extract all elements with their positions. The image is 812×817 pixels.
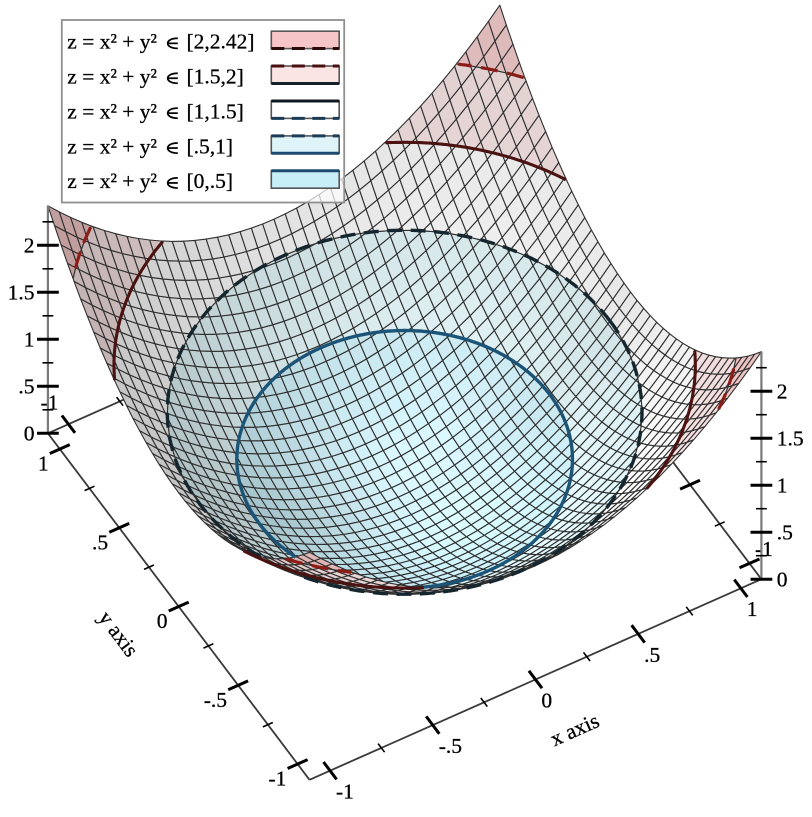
svg-text:1: 1 — [38, 452, 49, 476]
svg-text:[1.5,2]: [1.5,2] — [187, 65, 244, 89]
svg-text:z = x² + y²: z = x² + y² — [67, 65, 157, 89]
svg-text:.5: .5 — [777, 520, 793, 544]
svg-text:-1: -1 — [41, 390, 59, 414]
svg-text:0: 0 — [24, 422, 35, 446]
svg-text:[0,.5]: [0,.5] — [187, 169, 234, 193]
svg-text:-.5: -.5 — [204, 688, 227, 712]
svg-text:z = x² + y²: z = x² + y² — [67, 30, 157, 54]
svg-text:[1,1.5]: [1,1.5] — [187, 100, 244, 124]
svg-text:.5: .5 — [92, 530, 108, 554]
svg-text:1: 1 — [777, 473, 788, 497]
svg-text:-.5: -.5 — [439, 734, 462, 758]
svg-text:0: 0 — [541, 688, 552, 712]
svg-text:1: 1 — [747, 597, 758, 621]
svg-text:-1: -1 — [755, 537, 773, 561]
svg-text:2: 2 — [777, 379, 788, 403]
svg-text:.5: .5 — [18, 375, 34, 399]
svg-text:z = x² + y²: z = x² + y² — [67, 169, 157, 193]
svg-text:-1: -1 — [268, 767, 286, 791]
svg-text:1.5: 1.5 — [8, 281, 35, 305]
svg-text:2: 2 — [24, 234, 35, 258]
svg-text:z = x² + y²: z = x² + y² — [67, 134, 157, 158]
svg-text:[2,2.42]: [2,2.42] — [187, 30, 255, 54]
svg-text:-1: -1 — [336, 780, 354, 804]
svg-text:1.5: 1.5 — [777, 426, 804, 450]
svg-text:z = x² + y²: z = x² + y² — [67, 100, 157, 124]
svg-text:1: 1 — [24, 328, 35, 352]
svg-text:.5: .5 — [644, 643, 660, 667]
svg-text:0: 0 — [777, 567, 788, 591]
svg-text:[.5,1]: [.5,1] — [187, 134, 234, 158]
svg-text:0: 0 — [157, 609, 168, 633]
